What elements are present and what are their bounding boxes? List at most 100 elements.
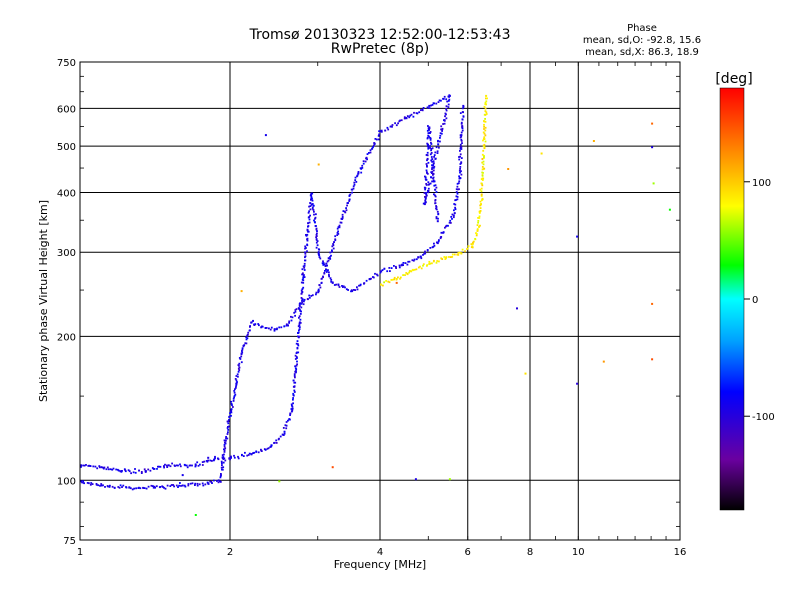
data-points	[80, 94, 671, 516]
echo-point	[427, 181, 430, 184]
echo-point	[360, 171, 363, 174]
noise-point	[516, 307, 518, 310]
echo-point	[458, 180, 461, 183]
echo-point	[329, 277, 332, 280]
echo-point	[306, 250, 308, 253]
echo-point	[253, 451, 256, 454]
echo-point	[326, 260, 329, 263]
echo-point	[385, 280, 387, 282]
x-tick-label: 8	[527, 547, 533, 558]
echo-point	[481, 198, 484, 201]
echo-point	[428, 135, 430, 138]
echo-point	[458, 158, 461, 161]
echo-point	[329, 251, 332, 254]
echo-point	[304, 245, 307, 248]
echo-point	[348, 200, 351, 202]
echo-point	[275, 439, 278, 442]
echo-point	[454, 199, 457, 202]
echo-point	[169, 485, 172, 487]
echo-point	[479, 207, 482, 209]
echo-point	[457, 252, 460, 254]
echo-point	[265, 327, 268, 329]
echo-point	[456, 182, 459, 185]
echo-point	[149, 469, 152, 472]
echo-point	[240, 361, 243, 364]
echo-point	[353, 183, 356, 186]
echo-point	[298, 308, 301, 310]
echo-point	[301, 298, 304, 301]
echo-point	[317, 251, 320, 253]
echo-point	[388, 281, 391, 284]
echo-point	[307, 225, 309, 228]
echo-point	[122, 484, 125, 487]
echo-point	[455, 199, 458, 201]
echo-point	[486, 97, 488, 100]
echo-point	[429, 147, 431, 149]
echo-point	[369, 151, 372, 154]
echo-point	[295, 342, 298, 345]
echo-point	[275, 442, 278, 444]
echo-point	[458, 177, 461, 180]
echo-point	[247, 331, 250, 334]
echo-point	[241, 453, 243, 456]
echo-point	[221, 456, 224, 459]
echo-point	[297, 351, 300, 354]
echo-point	[227, 429, 230, 431]
echo-point	[440, 257, 443, 260]
echo-point	[484, 120, 487, 123]
echo-point	[250, 321, 253, 324]
echo-point	[315, 241, 318, 244]
echo-point	[393, 265, 395, 267]
echo-point	[104, 486, 106, 488]
echo-point	[459, 143, 462, 146]
echo-point	[338, 226, 341, 229]
echo-point	[476, 224, 479, 226]
echo-point	[427, 189, 429, 192]
echo-point	[328, 273, 330, 276]
echo-point	[427, 134, 430, 137]
echo-point	[312, 209, 315, 211]
echo-point	[421, 108, 424, 111]
echo-point	[221, 454, 224, 456]
echo-point	[187, 484, 190, 487]
echo-point	[293, 386, 296, 388]
echo-point	[430, 156, 433, 158]
echo-point	[447, 103, 450, 106]
echo-point	[477, 220, 480, 222]
echo-point	[373, 142, 376, 144]
echo-point	[435, 217, 438, 220]
y-tick-label: 200	[57, 332, 76, 343]
echo-point	[426, 142, 429, 145]
echo-point	[461, 107, 464, 110]
echo-point	[213, 479, 215, 482]
echo-point	[481, 179, 484, 181]
echo-point	[310, 194, 312, 196]
echo-point	[304, 252, 307, 255]
echo-point	[143, 468, 146, 471]
echo-point	[390, 279, 393, 281]
echo-point	[290, 319, 293, 322]
echo-point	[351, 191, 353, 194]
x-tick-label: 1	[77, 547, 83, 558]
echo-point	[449, 219, 452, 222]
echo-point	[477, 221, 479, 224]
echo-point	[460, 121, 463, 124]
echo-point	[450, 256, 452, 258]
echo-point	[484, 129, 487, 132]
echo-point	[426, 157, 429, 160]
echo-point	[235, 375, 238, 377]
echo-point	[299, 318, 302, 321]
echo-point	[255, 450, 258, 453]
noise-point	[278, 480, 281, 483]
echo-point	[460, 252, 463, 255]
echo-point	[352, 185, 355, 188]
echo-point	[431, 246, 434, 249]
echo-point	[460, 131, 463, 134]
echo-point	[480, 203, 482, 206]
echo-point	[425, 163, 428, 165]
echo-point	[440, 125, 443, 128]
echo-point	[206, 460, 209, 463]
echo-point	[300, 289, 303, 292]
echo-point	[304, 251, 306, 254]
